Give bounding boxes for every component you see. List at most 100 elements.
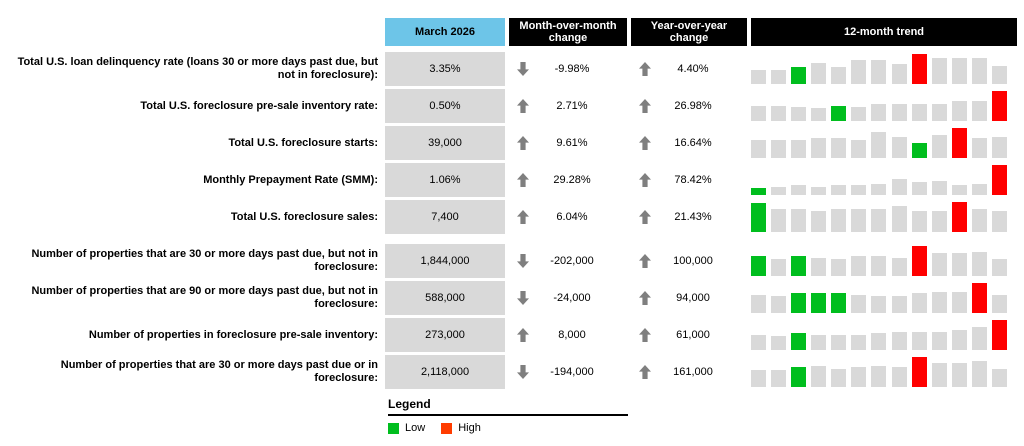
trend-bar (851, 107, 867, 121)
trend-bar (951, 202, 967, 232)
mom-change-cell: -194,000 (509, 355, 627, 389)
trend-bar (831, 209, 847, 232)
trend-bar (891, 104, 907, 121)
trend-bar (911, 182, 927, 195)
legend-low-swatch (388, 422, 399, 434)
trend-bar (871, 132, 887, 158)
mom-change-cell: 29.28% (509, 163, 627, 197)
trend-bar (751, 335, 766, 350)
mom-arrow-icon (517, 99, 529, 113)
trend-bar (831, 138, 847, 158)
trend-bar (791, 256, 807, 276)
trend-sparkline (751, 52, 1007, 86)
trend-sparkline (751, 163, 1007, 197)
trend-bar (791, 107, 807, 121)
mom-arrow-icon (517, 173, 529, 187)
yoy-change-cell: 4.40% (631, 52, 747, 86)
trend-sparkline (751, 89, 1007, 123)
yoy-change-header: Year-over-year change (631, 18, 747, 46)
yoy-change-cell: 21.43% (631, 200, 747, 234)
trend-bar (991, 320, 1007, 350)
table-row: Number of properties that are 30 or more… (0, 244, 1024, 278)
trend-bar (771, 370, 787, 387)
trend-bar (811, 366, 827, 387)
table-row: Total U.S. foreclosure sales: 7,400 6.04… (0, 200, 1024, 234)
trend-bar (911, 104, 927, 121)
trend-bar (751, 70, 766, 84)
mom-change-header: Month-over-month change (509, 18, 627, 46)
trend-bar (811, 211, 827, 232)
trend-bar (811, 335, 827, 350)
trend-bar (931, 104, 947, 121)
mom-change-value: -24,000 (553, 292, 591, 304)
yoy-arrow-icon (639, 254, 651, 268)
trend-bar (951, 292, 967, 313)
trend-bar (891, 64, 907, 84)
trend-bar (991, 295, 1007, 313)
trend-bar (831, 185, 847, 195)
trend-bar (811, 293, 827, 313)
trend-bar (811, 63, 827, 84)
table-row: Monthly Prepayment Rate (SMM): 1.06% 29.… (0, 163, 1024, 197)
yoy-change-cell: 16.64% (631, 126, 747, 160)
trend-bar (831, 259, 847, 276)
trend-sparkline (751, 355, 1007, 389)
trend-bar (911, 293, 927, 313)
legend-high-label: High (458, 422, 481, 434)
mom-arrow-icon (517, 136, 529, 150)
current-value-cell: 1.06% (385, 163, 505, 197)
legend-title: Legend (388, 397, 628, 416)
mom-change-cell: -202,000 (509, 244, 627, 278)
table-row: Number of properties that are 30 or more… (0, 355, 1024, 389)
yoy-change-cell: 161,000 (631, 355, 747, 389)
trend-bar (851, 209, 867, 232)
yoy-change-cell: 26.98% (631, 89, 747, 123)
trend-bar (971, 283, 987, 313)
yoy-change-cell: 100,000 (631, 244, 747, 278)
trend-bar (951, 128, 967, 158)
trend-bar (811, 138, 827, 158)
trend-bar (971, 184, 987, 195)
mom-change-cell: -24,000 (509, 281, 627, 315)
table-header-row: March 2026 Month-over-month change Year-… (0, 18, 1024, 46)
trend-bar (791, 185, 807, 195)
table-row: Total U.S. foreclosure starts: 39,000 9.… (0, 126, 1024, 160)
trend-bar (971, 327, 987, 350)
mom-change-value: -194,000 (550, 366, 594, 378)
yoy-change-cell: 61,000 (631, 318, 747, 352)
trend-bar (751, 106, 766, 121)
legend-low-label: Low (405, 422, 426, 434)
trend-bar (931, 363, 947, 387)
trend-bar (751, 295, 766, 313)
mom-change-value: 6.04% (556, 211, 588, 223)
table-row: Number of properties that are 90 or more… (0, 281, 1024, 315)
trend-bar (951, 185, 967, 195)
trend-bar (791, 140, 807, 158)
yoy-change-value: 100,000 (673, 255, 713, 267)
trend-bar (751, 203, 766, 232)
legend-item-high: High (441, 422, 481, 434)
yoy-change-cell: 78.42% (631, 163, 747, 197)
trend-bar (851, 60, 867, 84)
trend-bar (851, 256, 867, 276)
trend-bar (991, 165, 1007, 195)
trend-bar (771, 209, 787, 232)
trend-bar (951, 58, 967, 84)
current-value-cell: 273,000 (385, 318, 505, 352)
table-body: Total U.S. loan delinquency rate (loans … (0, 52, 1024, 389)
yoy-arrow-icon (639, 328, 651, 342)
trend-bar (911, 357, 927, 387)
trend-bar (771, 70, 787, 84)
current-value-cell: 588,000 (385, 281, 505, 315)
trend-bar (771, 336, 787, 350)
trend-bar (931, 181, 947, 195)
yoy-arrow-icon (639, 291, 651, 305)
period-header: March 2026 (385, 18, 505, 46)
trend-bar (811, 187, 827, 195)
metric-label: Total U.S. foreclosure pre-sale inventor… (140, 99, 378, 112)
trend-bar (991, 211, 1007, 232)
yoy-arrow-icon (639, 62, 651, 76)
current-value-cell: 7,400 (385, 200, 505, 234)
trend-bar (911, 211, 927, 232)
trend-bar (791, 367, 807, 387)
